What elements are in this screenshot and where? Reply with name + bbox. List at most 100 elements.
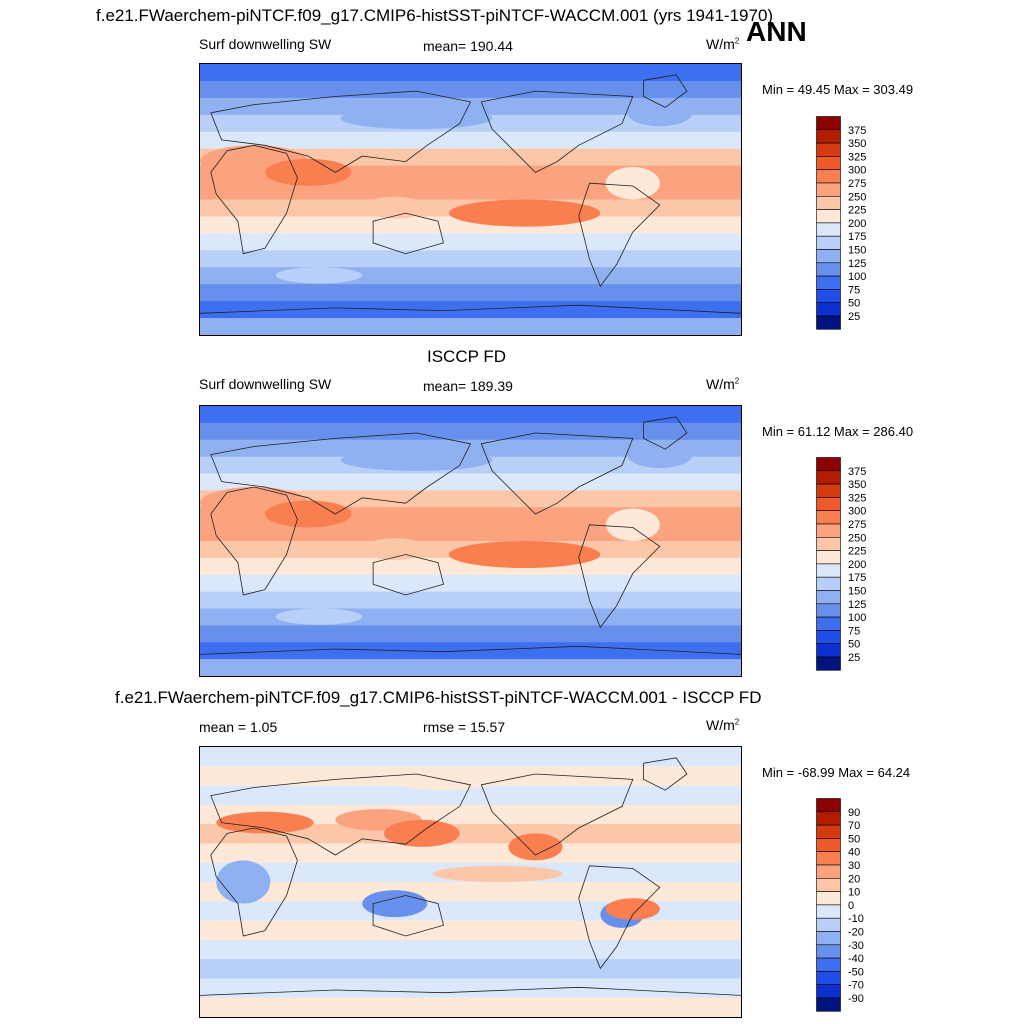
coastline [480,773,634,856]
coastline [210,827,298,937]
panel3-map [199,746,742,1018]
colorbar-tick-label: 70 [848,820,860,832]
colorbar-box [816,656,841,671]
field-band [200,920,741,941]
panel2-colorbar: 375 350 325 300 275 250 225 200 175 150 125 100 75 50… [816,457,896,677]
field-band [200,625,741,644]
colorbar-tick-label: 40 [848,847,860,859]
panel3-min-max: Min = -68.99 Max = 64.24 [762,765,911,780]
colorbar-tick-label: 50 [848,833,860,845]
field-band [200,64,741,82]
colorbar-tick-label: 150 [848,245,866,257]
colorbar-box [816,470,841,485]
panel3-mean-label: mean = 1.05 [199,719,278,735]
colorbar-tick-label: 30 [848,860,860,872]
colorbar-tick-label: 350 [848,479,866,491]
field-anomaly [605,508,660,541]
colorbar-box [816,182,841,197]
colorbar-box [816,289,841,303]
units-sup: 2 [734,376,740,386]
colorbar-box [816,838,841,853]
field-band [200,216,741,235]
field-band [200,843,741,864]
colorbar-box [816,275,841,290]
colorbar-box [816,891,841,906]
colorbar-tick-label: 200 [848,218,866,230]
field-band [200,882,741,903]
field-band [200,250,741,269]
field-band [200,591,741,610]
colorbar-box [816,550,841,565]
field-band [200,642,741,661]
panel3-rmse-label: rmse = 15.57 [423,719,506,735]
colorbar-box [816,603,841,618]
field-anomaly [448,199,601,227]
field-band [200,406,741,424]
field-anomaly [432,865,563,882]
season-label: ANN [746,16,807,47]
colorbar-box [816,576,841,591]
coastline [643,74,688,108]
colorbar-tick-label: 125 [848,599,866,611]
field-band [200,939,741,961]
field-band [200,959,741,980]
colorbar-tick-label: 250 [848,191,866,203]
field-band [200,524,741,542]
colorbar-box [816,249,841,264]
coastline [578,182,661,288]
field-anomaly [275,267,363,284]
panel1-mean-label: mean= 190.44 [423,38,513,54]
panel2-map [199,405,742,677]
colorbar-tick-label: 0 [848,900,854,912]
colorbar-box [816,643,841,658]
field-band [200,422,741,441]
field-anomaly [362,890,428,918]
field-band [200,301,741,320]
colorbar-tick-label: 275 [848,519,866,531]
coastline [480,432,634,515]
field-band [200,785,741,806]
coastline [200,304,741,314]
field-band [200,131,741,150]
panel1-min-max: Min = 49.45 Max = 303.49 [762,82,914,97]
units-text: W/m [706,36,735,52]
colorbar-tick-label: 375 [848,466,866,478]
field-anomaly [275,608,363,625]
field-band [200,473,741,492]
units-sup: 2 [734,36,740,46]
field-anomaly [362,538,428,560]
colorbar-box [816,235,841,250]
main-title: f.e21.FWaerchem-piNTCF.f09_g17.CMIP6-his… [96,6,774,25]
panel2-title: ISCCP FD [427,347,507,366]
colorbar-tick-label: 175 [848,231,866,243]
field-band [200,284,741,303]
panel3-title: f.e21.FWaerchem-piNTCF.f09_g17.CMIP6-his… [115,688,762,707]
panel3-units: W/m2 [706,717,739,733]
coastline [200,986,741,996]
colorbar-tick-label: 100 [848,612,866,624]
colorbar-box [816,483,841,498]
colorbar-tick-label: 150 [848,586,866,598]
colorbar-box [816,156,841,171]
colorbar-box [816,824,841,839]
colorbar-box [816,510,841,525]
colorbar-box [816,904,841,919]
colorbar-tick-label: 75 [848,625,860,637]
field-anomaly [216,811,314,834]
colorbar-tick-label: 75 [848,284,860,296]
field-band [200,574,741,593]
colorbar-box [816,878,841,892]
panel3-colorbar: 90 70 50 40 30 20 10 0 -10 -20 -30 -40 -50 -70 -90 [816,798,896,1018]
colorbar-box [816,209,841,224]
colorbar-box [816,457,841,472]
colorbar-box [816,590,841,605]
field-anomaly [605,898,660,920]
colorbar-box [816,142,841,157]
field-anomaly [264,158,352,186]
panel2-left-label: Surf downwelling SW [199,376,332,392]
colorbar-tick-label: 225 [848,546,866,558]
colorbar-tick-label: 10 [848,887,860,899]
panel2-units: W/m2 [706,376,739,392]
colorbar-box [816,302,841,317]
colorbar-box [816,315,841,330]
